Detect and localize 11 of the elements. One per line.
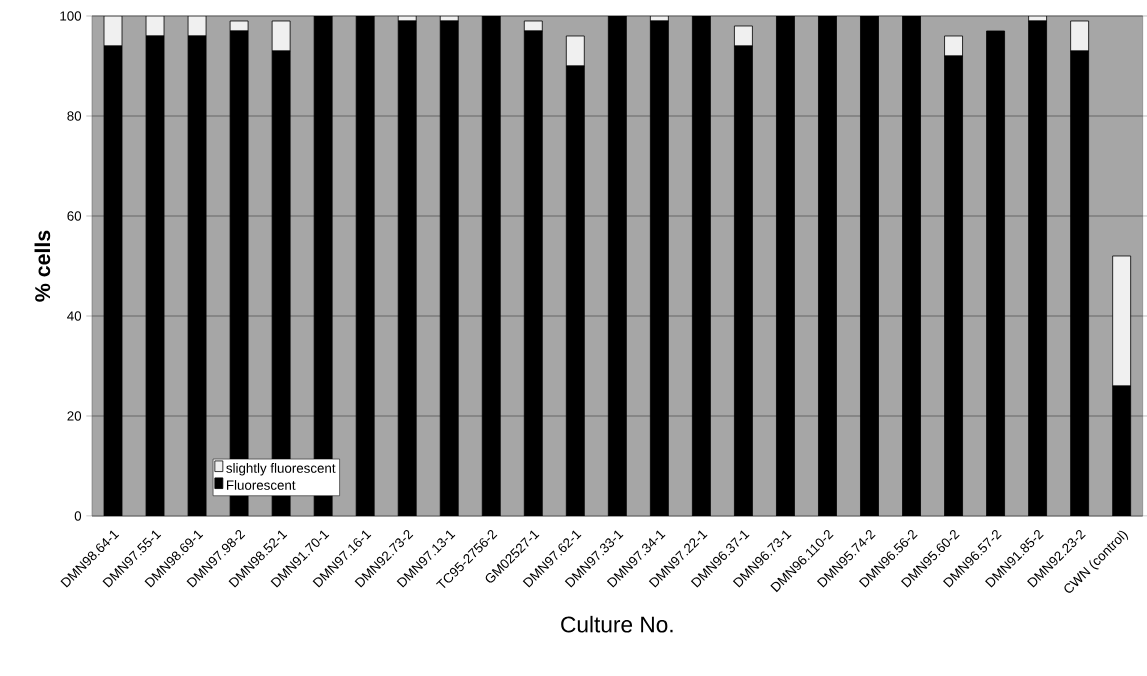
legend-label: slightly fluorescent	[226, 463, 336, 476]
bar	[1112, 255, 1132, 387]
y-tick-label: 80	[67, 111, 82, 121]
legend-label: Fluorescent	[226, 480, 296, 490]
y-tick-label: 60	[67, 211, 82, 221]
y-tick-label: 0	[74, 511, 82, 521]
x-axis-title: Culture No.	[561, 615, 673, 633]
y-tick-label: 20	[67, 411, 82, 421]
y-axis-title: % cells	[34, 230, 51, 302]
y-tick-label: 40	[67, 311, 82, 321]
y-tick-label: 100	[60, 11, 82, 21]
